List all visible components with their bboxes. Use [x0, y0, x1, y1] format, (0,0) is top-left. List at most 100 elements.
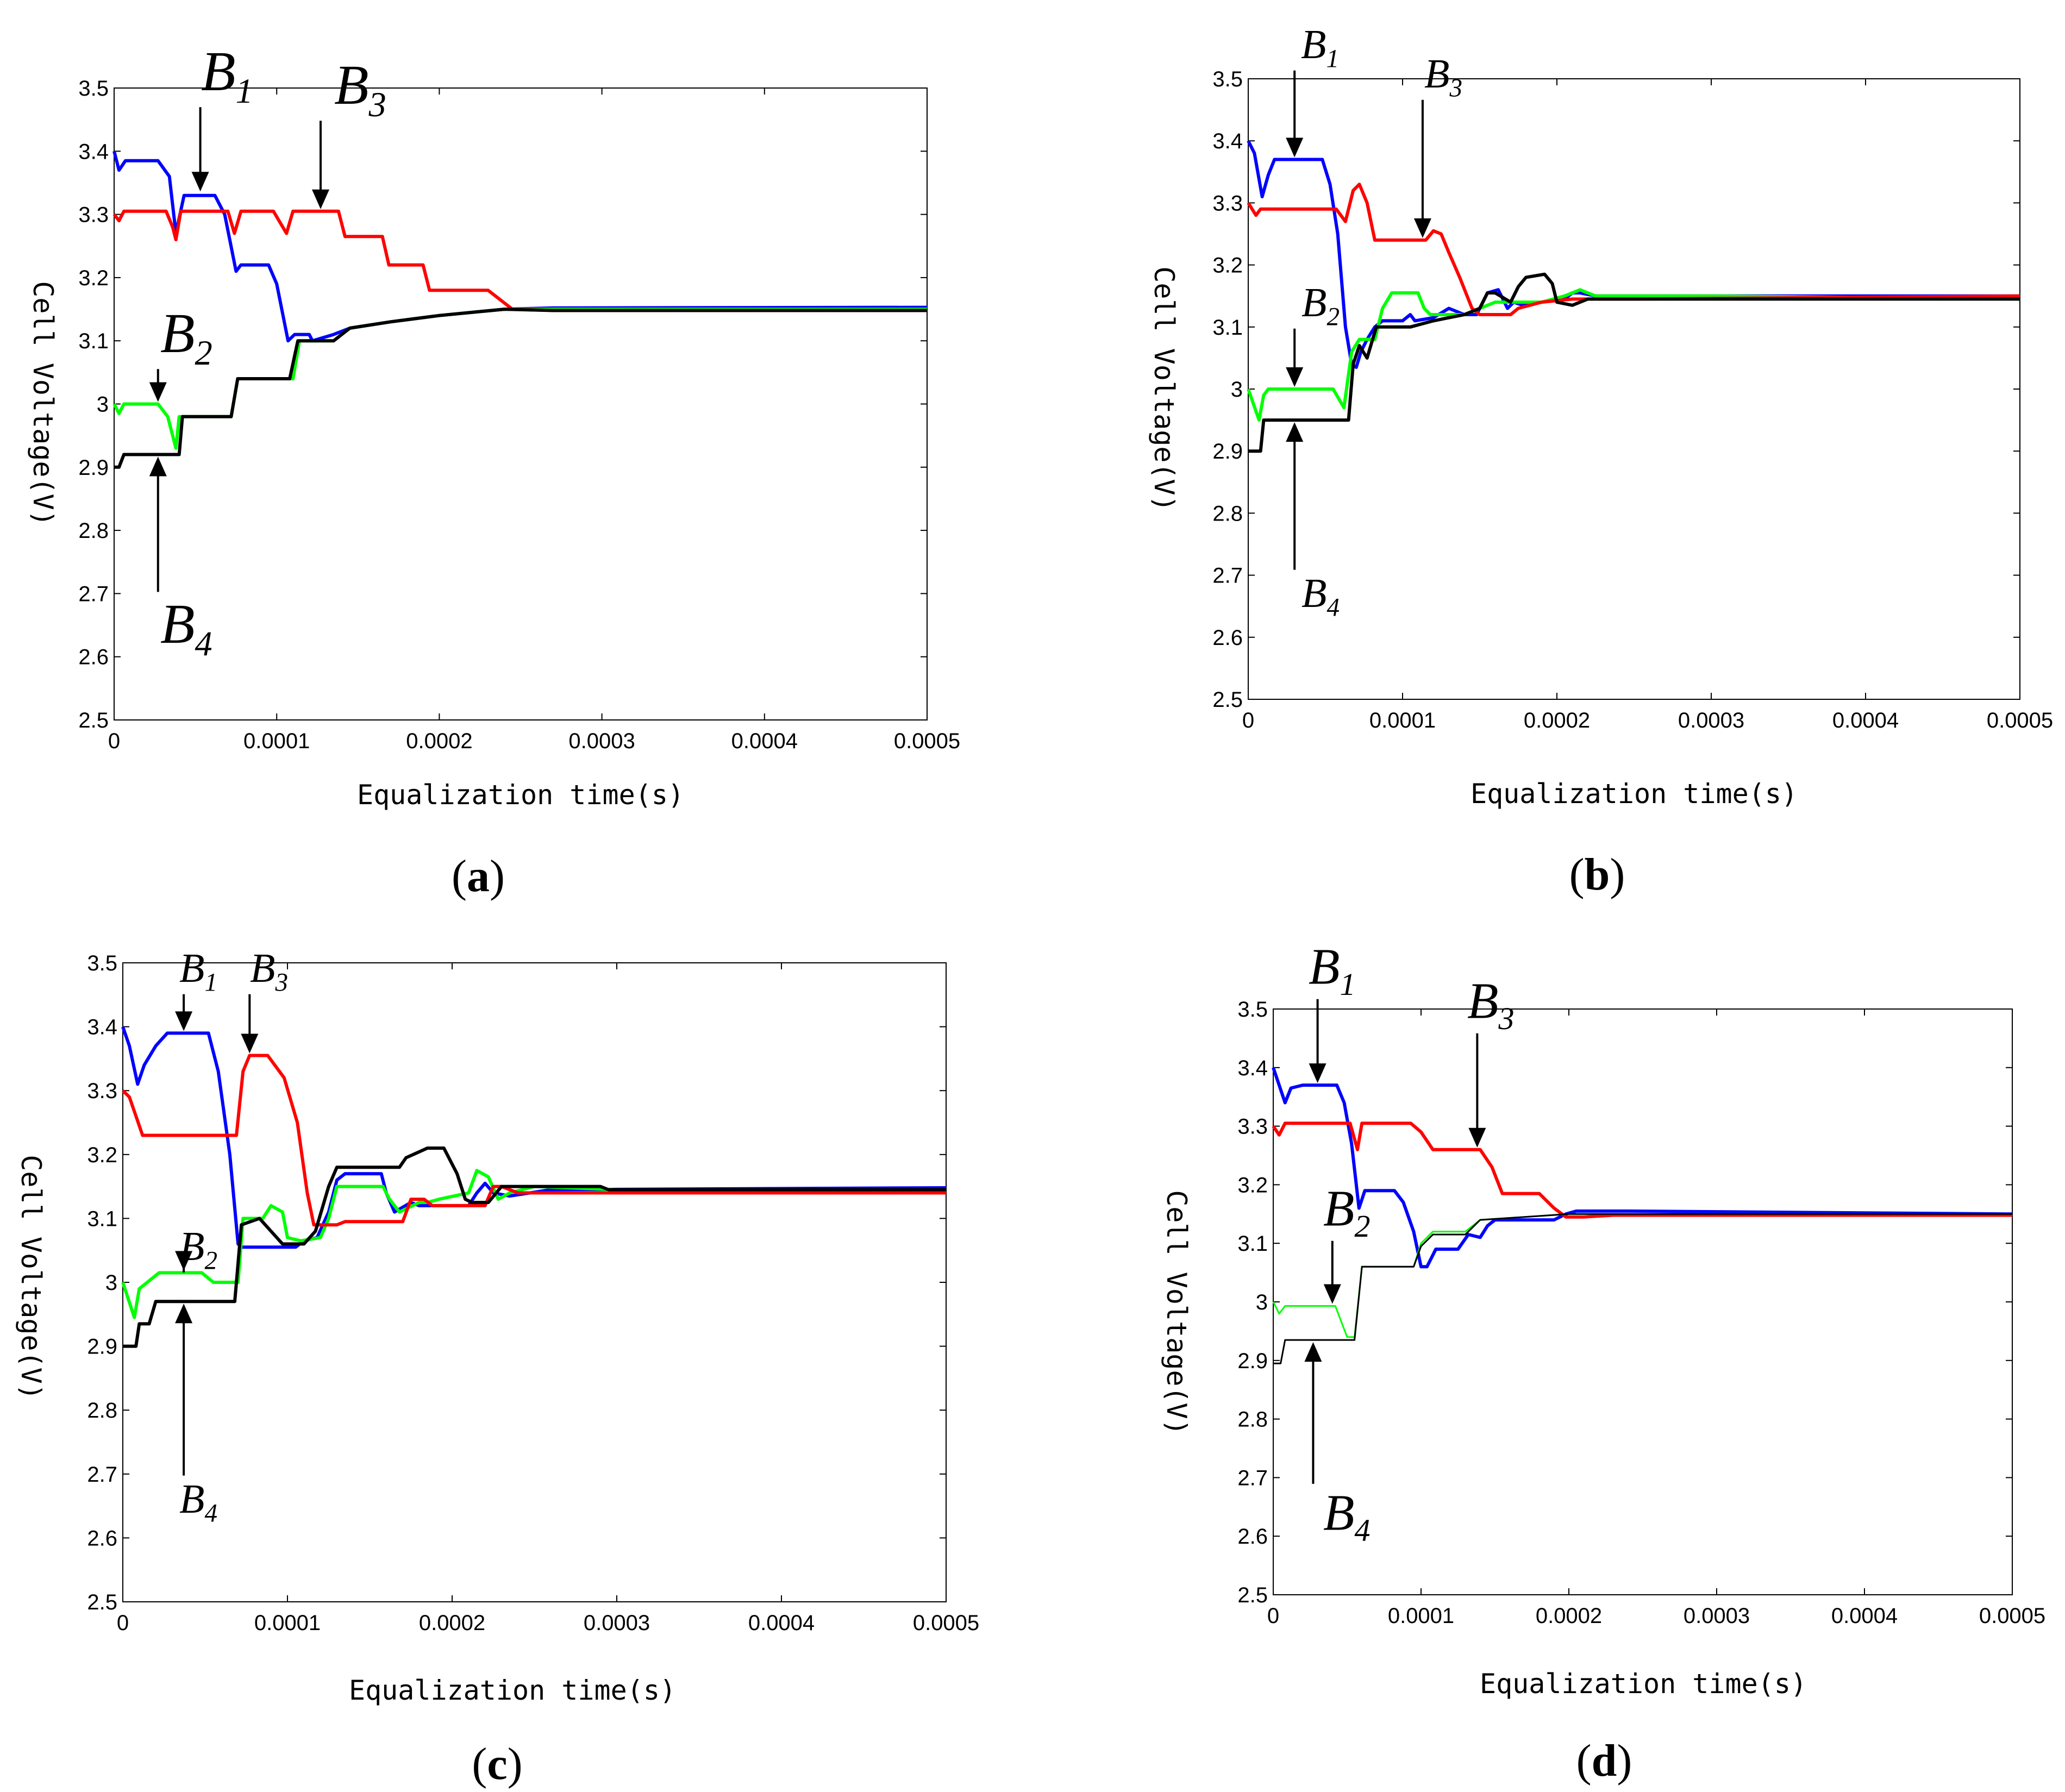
- annotation-label: B4: [1323, 1485, 1371, 1549]
- y-tick-label: 2.9: [1237, 1349, 1268, 1373]
- annotation-arrow-head: [241, 1033, 259, 1054]
- x-tick-label: 0.0004: [1831, 1604, 1898, 1628]
- y-tick-label: 3.2: [87, 1143, 117, 1167]
- x-tick-label: 0.0001: [254, 1611, 321, 1635]
- annotation-arrow-head: [1309, 1063, 1326, 1083]
- y-axis-label: Cell Voltage(V): [27, 281, 59, 527]
- y-tick-label: 2.6: [78, 646, 109, 669]
- annotation-label: B1: [179, 945, 217, 997]
- annotation-arrow-head: [149, 382, 167, 402]
- panel-letter: (a): [452, 851, 505, 901]
- x-axis-label: Equalization time(s): [1480, 1668, 1807, 1700]
- annotation-label: B3: [334, 54, 386, 124]
- x-tick-label: 0.0005: [1979, 1604, 2045, 1628]
- annotation-B4: B4: [1304, 1342, 1371, 1549]
- x-axis-label: Equalization time(s): [357, 779, 684, 811]
- annotation-label: B2: [1301, 280, 1340, 331]
- y-tick-label: 3.5: [1212, 67, 1243, 91]
- y-tick-label: 2.5: [78, 709, 109, 732]
- annotation-B3: B3: [1467, 973, 1515, 1148]
- y-tick-label: 2.5: [1212, 688, 1243, 712]
- y-tick-label: 3.4: [1212, 129, 1243, 153]
- x-tick-label: 0.0002: [1536, 1604, 1602, 1628]
- annotation-arrow-head: [1304, 1342, 1322, 1362]
- y-tick-label: 2.6: [1212, 626, 1243, 650]
- annotation-arrow-head: [311, 189, 329, 209]
- series-line-B1: [1272, 1067, 2013, 1269]
- annotation-B2: B2: [1323, 1181, 1371, 1304]
- x-tick-label: 0.0002: [419, 1611, 485, 1635]
- annotation-arrow-head: [1286, 367, 1304, 387]
- x-axis-label: Equalization time(s): [1470, 778, 1798, 810]
- annotation-arrow-head: [1468, 1127, 1486, 1148]
- x-tick-label: 0: [108, 729, 120, 753]
- annotation-B2: B2: [149, 302, 212, 402]
- annotation-label: B4: [160, 593, 212, 663]
- y-tick-label: 2.8: [1212, 502, 1243, 525]
- series-line-B2: [121, 1169, 946, 1319]
- x-tick-label: 0: [117, 1611, 129, 1635]
- annotation-label: B4: [1301, 571, 1340, 622]
- annotation-label: B2: [1323, 1181, 1371, 1244]
- x-tick-label: 0.0004: [731, 729, 798, 753]
- annotation-arrow-head: [149, 456, 167, 477]
- x-tick-label: 0.0001: [1388, 1604, 1454, 1628]
- annotation-label: B3: [250, 945, 288, 997]
- x-tick-label: 0.0002: [406, 729, 472, 753]
- annotation-B3: B3: [1413, 51, 1462, 238]
- y-tick-label: 3.3: [1212, 191, 1243, 215]
- series-line-B3: [1272, 1121, 2012, 1219]
- panel-letter: (d): [1576, 1735, 1632, 1786]
- annotation-arrow-head: [175, 1251, 193, 1271]
- annotation-arrow-head: [1286, 422, 1304, 442]
- annotation-label: B4: [179, 1476, 217, 1528]
- annotation-B4: B4: [1286, 422, 1340, 622]
- y-tick-label: 3.4: [78, 140, 109, 164]
- x-tick-label: 0.0005: [1987, 709, 2053, 732]
- x-axis-label: Equalization time(s): [349, 1675, 676, 1706]
- x-tick-label: 0.0005: [913, 1611, 979, 1635]
- series-line-B4: [1248, 272, 2020, 453]
- y-tick-label: 2.6: [1237, 1525, 1268, 1549]
- x-tick-label: 0.0004: [1832, 709, 1899, 732]
- annotation-arrow-head: [1413, 218, 1431, 238]
- y-axis-label: Cell Voltage(V): [1148, 266, 1180, 512]
- y-tick-label: 3.3: [1237, 1115, 1268, 1139]
- y-tick-label: 3: [1256, 1290, 1268, 1314]
- y-tick-label: 2.7: [1237, 1466, 1268, 1490]
- annotation-arrow-head: [1286, 137, 1304, 158]
- y-tick-label: 3.1: [1212, 316, 1243, 340]
- x-tick-label: 0.0003: [584, 1611, 650, 1635]
- y-tick-label: 2.8: [78, 519, 109, 543]
- x-tick-label: 0.0004: [748, 1611, 815, 1635]
- x-tick-label: 0.0003: [1684, 1604, 1750, 1628]
- series-line-B3: [1247, 183, 2020, 316]
- x-tick-label: 0.0003: [1678, 709, 1744, 732]
- y-tick-label: 2.7: [78, 582, 109, 606]
- panel-d: 2.5 2.6 2.7 2.8 2.9 3 3.1 3.2 3.3 3.4 3.5 0 0.0001 0.…: [1161, 939, 2045, 1787]
- x-tick-label: 0.0002: [1524, 709, 1590, 732]
- y-tick-label: 3.2: [1237, 1173, 1268, 1197]
- series-line-B4: [1273, 1213, 2012, 1364]
- x-tick-label: 0.0001: [243, 729, 310, 753]
- y-axis-label: Cell Voltage(V): [1161, 1190, 1192, 1436]
- y-tick-label: 2.8: [87, 1399, 117, 1423]
- series-line-B2: [1247, 288, 2020, 422]
- annotation-arrow-head: [191, 172, 209, 192]
- y-tick-label: 3.1: [78, 329, 109, 353]
- annotation-B1: B1: [175, 945, 217, 1031]
- y-tick-label: 3.1: [1237, 1232, 1268, 1256]
- panel-letter: (c): [472, 1739, 522, 1789]
- annotation-B2: B2: [1286, 280, 1340, 387]
- y-tick-label: 2.7: [1212, 564, 1243, 588]
- x-tick-label: 0.0003: [568, 729, 635, 753]
- y-tick-label: 2.5: [87, 1590, 117, 1614]
- y-tick-label: 3: [97, 393, 109, 417]
- annotation-label: B3: [1467, 973, 1515, 1037]
- y-tick-label: 3.5: [87, 951, 117, 975]
- y-tick-label: 2.9: [78, 456, 109, 480]
- y-tick-label: 3.5: [1237, 998, 1268, 1022]
- annotation-B3: B3: [311, 54, 386, 209]
- y-tick-label: 2.6: [87, 1526, 117, 1550]
